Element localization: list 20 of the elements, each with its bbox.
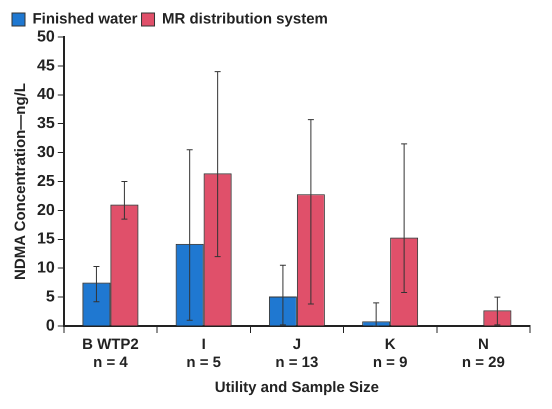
x-tick-label: B WTP2 n = 4 bbox=[82, 336, 139, 372]
y-axis-title: NDMA Concentration—ng/L bbox=[12, 83, 30, 280]
y-tick-label: 15 bbox=[37, 230, 55, 248]
y-tick-label: 0 bbox=[46, 317, 55, 334]
legend-label: MR distribution system bbox=[162, 10, 328, 28]
x-tick-label: I n = 5 bbox=[186, 336, 221, 372]
x-tick-label: K n = 9 bbox=[372, 336, 408, 372]
y-tick-label: 40 bbox=[37, 86, 55, 104]
x-tick-label: J n = 13 bbox=[275, 336, 318, 372]
y-tick-label: 10 bbox=[37, 260, 55, 277]
x-axis-title: Utility and Sample Size bbox=[214, 379, 380, 396]
y-tick-label: 20 bbox=[37, 202, 55, 219]
y-tick-label: 5 bbox=[46, 288, 55, 306]
y-tick-label: 45 bbox=[37, 57, 55, 74]
x-tick-label: N n = 29 bbox=[462, 336, 505, 372]
y-tick-label: 25 bbox=[37, 172, 55, 190]
y-tick-label: 35 bbox=[37, 115, 55, 132]
y-tick-label: 50 bbox=[37, 28, 55, 46]
y-tick-label: 30 bbox=[37, 144, 55, 162]
legend-label: Finished water bbox=[32, 10, 138, 28]
